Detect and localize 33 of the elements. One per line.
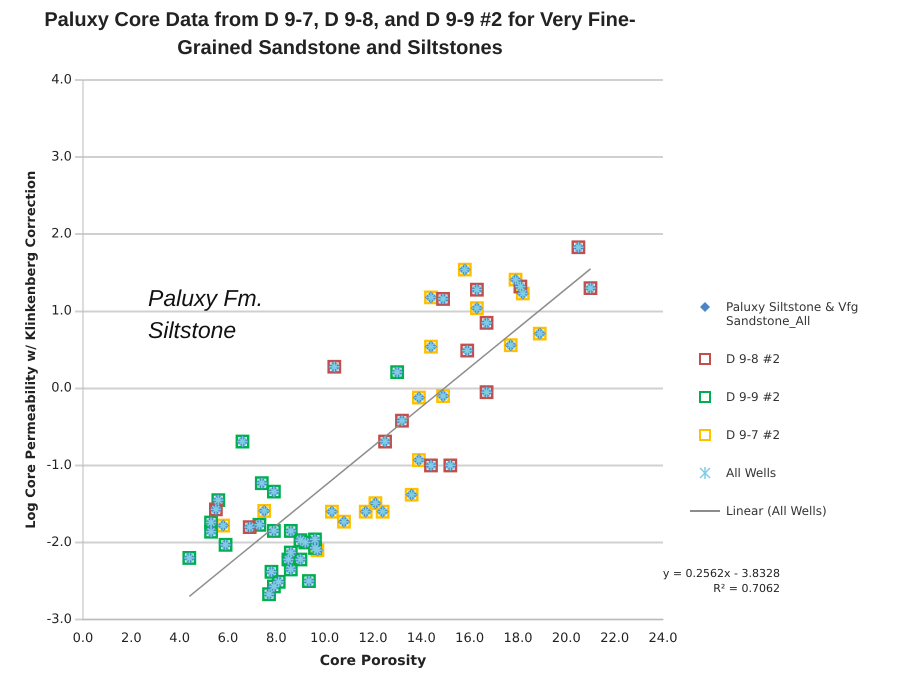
- x-tick-label: 8.0: [266, 630, 287, 646]
- x-tick-label: 12.0: [358, 630, 388, 646]
- legend-label: D 9-7 #2: [726, 428, 780, 442]
- x-tick-label: 22.0: [600, 630, 630, 646]
- y-tick-label: 1.0: [51, 304, 72, 319]
- y-tick-label: -1.0: [46, 458, 72, 473]
- x-tick-label: 6.0: [218, 630, 238, 646]
- chart-title: Paluxy Core Data from D 9-7, D 9-8, and D 9-9 #2 for Very Fine-Grained Sandstone and Siltstones: [43, 8, 637, 61]
- x-tick-label: 4.0: [169, 630, 190, 646]
- annotation: Paluxy Fm. Siltstone: [148, 284, 264, 345]
- legend-label: All Wells: [726, 466, 776, 480]
- y-tick-label: 2.0: [51, 226, 72, 242]
- legend-label: D 9-8 #2: [726, 352, 780, 366]
- x-tick-label: 2.0: [120, 630, 142, 646]
- x-tick-label: 16.0: [455, 630, 484, 646]
- y-tick-label: -2.0: [46, 534, 72, 550]
- legend-label: Linear (All Wells): [726, 504, 827, 518]
- legend-label: D 9-9 #2: [726, 390, 780, 404]
- y-axis-title: Log Core Permeability w/ Klinkenberg Correction: [24, 170, 40, 529]
- text: R² = 0.7062: [712, 581, 780, 596]
- x-tick-label: 14.0: [406, 630, 436, 646]
- x-tick-label: 24.0: [648, 630, 678, 646]
- y-tick-label: 0.0: [51, 380, 72, 396]
- y-tick-label: 4.0: [51, 72, 72, 88]
- x-tick-label: 10.0: [310, 630, 340, 646]
- annotation: y = 0.2562x - 3.8328: [662, 566, 780, 581]
- x-tick-label: 0.0: [72, 630, 94, 646]
- legend-label: Paluxy Siltstone & Vfg Sandstone_All: [726, 300, 860, 328]
- y-tick-label: -3.0: [46, 612, 72, 627]
- x-tick-label: 18.0: [504, 630, 532, 646]
- x-tick-label: 20.0: [552, 630, 581, 646]
- y-tick-label: 3.0: [51, 149, 72, 164]
- x-axis-title: Core Porosity: [320, 653, 426, 670]
